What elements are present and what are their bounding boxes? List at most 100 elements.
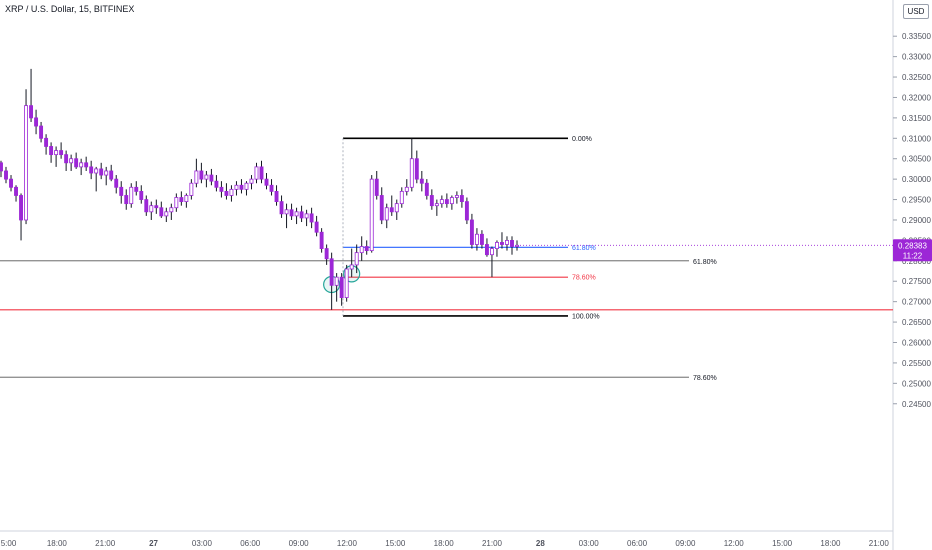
x-tick-label: 09:00 (675, 539, 696, 548)
y-tick-label: 0.24500 (902, 400, 931, 409)
candle-body (374, 178, 379, 196)
candle-body (214, 180, 219, 188)
candle-body (495, 242, 499, 249)
y-tick-label: 0.27500 (902, 277, 931, 286)
candle-body (209, 174, 214, 182)
candle-body (69, 158, 74, 164)
candle-body (424, 182, 429, 196)
x-tick-label: 09:00 (289, 539, 310, 548)
x-tick-label: 03:00 (579, 539, 600, 548)
candle-body (24, 105, 29, 221)
candle-body (249, 178, 254, 184)
candle-body (29, 105, 34, 119)
candle-body (124, 195, 129, 205)
candle-body (510, 239, 514, 247)
candle-body (394, 203, 399, 213)
countdown-value: 11:22 (903, 251, 923, 260)
candle-body (99, 168, 104, 176)
candle-body (469, 219, 474, 245)
y-tick-label: 0.31500 (902, 114, 931, 123)
candle-body (129, 186, 134, 205)
fib-short-label: 100.00% (572, 313, 600, 320)
candle-body (304, 213, 309, 219)
candle-body (500, 242, 504, 245)
candle-body (505, 239, 509, 245)
candle-body (74, 158, 79, 168)
candle-body (299, 211, 304, 219)
x-tick-label: 15:00 (385, 539, 406, 548)
candle-body (174, 197, 179, 209)
candle-body (0, 162, 3, 172)
fib-long-label: 78.60% (693, 375, 717, 382)
candle-body (54, 150, 59, 156)
x-tick-label: 18:00 (820, 539, 841, 548)
x-tick-label: 06:00 (627, 539, 648, 548)
x-tick-label: 06:00 (240, 539, 261, 548)
y-tick-label: 0.25500 (902, 359, 931, 368)
candle-body (154, 205, 159, 209)
candle-body (289, 209, 294, 217)
candle-body (94, 168, 99, 174)
candle-body (169, 207, 174, 213)
candle-body (339, 276, 344, 298)
candle-body (134, 186, 139, 192)
candle-body (294, 211, 299, 217)
current-price-label-bg (893, 239, 932, 262)
candle-body (224, 190, 229, 196)
candle-body (184, 195, 189, 203)
candle-body (49, 146, 54, 156)
candle-body (284, 209, 289, 215)
candle-body (259, 166, 264, 180)
candle-body (19, 195, 23, 221)
candle-body (89, 166, 94, 174)
candle-body (179, 197, 184, 203)
x-tick-label: 12:00 (724, 539, 745, 548)
fib-lines-layer: 61.80% 78.60% 0.00% 61.80% 78.60% 100.00% (0, 136, 893, 382)
x-tick-label: 21:00 (95, 539, 116, 548)
candle-body (64, 154, 69, 164)
y-tick-label: 0.30000 (902, 175, 931, 184)
candle-body (44, 137, 49, 147)
x-tick-label: 5:00 (1, 539, 17, 548)
candle-body (269, 184, 274, 192)
candle-body (324, 248, 329, 260)
candle-body (149, 205, 154, 213)
y-tick-label: 0.28000 (902, 257, 931, 266)
candle-body (79, 162, 84, 168)
y-tick-label: 0.30500 (902, 155, 931, 164)
candle-body (489, 248, 494, 256)
candle-body (109, 170, 114, 180)
x-tick-label: 12:00 (337, 539, 358, 548)
candle-body (414, 158, 419, 180)
y-tick-label: 0.33000 (902, 53, 931, 62)
fib-short-label: 61.80% (572, 245, 596, 252)
candle-body (229, 188, 234, 196)
candle-body (334, 276, 339, 286)
y-tick-label: 0.27000 (902, 298, 931, 307)
candle-body (484, 244, 489, 256)
candle-body (239, 184, 244, 190)
candle-body (474, 233, 479, 245)
candle-body (515, 244, 519, 247)
x-tick-label: 18:00 (47, 539, 68, 548)
candle-body (409, 158, 414, 188)
y-tick-label: 0.26000 (902, 339, 931, 348)
candle-body (84, 162, 89, 168)
candle-body (429, 195, 434, 207)
candle-body (204, 174, 209, 180)
x-tick-label: 18:00 (434, 539, 455, 548)
y-tick-label: 0.33500 (902, 32, 931, 41)
y-tick-label: 0.31000 (902, 134, 931, 143)
candle-body (399, 190, 404, 205)
candle-body (189, 182, 194, 196)
candle-body (14, 186, 18, 196)
candle-body (449, 197, 454, 205)
candle-body (234, 184, 239, 190)
candles-layer (0, 68, 519, 310)
fib-short-label: 78.60% (572, 275, 596, 282)
currency-button[interactable]: USD (903, 4, 929, 19)
candle-body (254, 166, 259, 180)
